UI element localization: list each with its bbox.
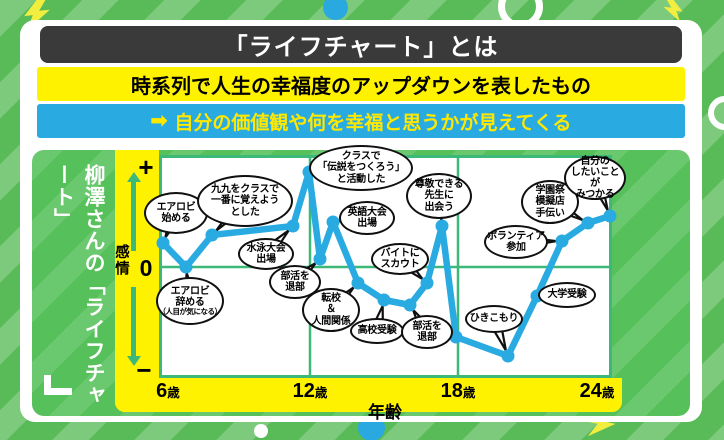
subtitle-banner: 時系列で人生の幸福度のアップダウンを表したもの — [37, 67, 685, 101]
x-tick-6: 6歳 — [156, 380, 180, 402]
x-axis-label: 年齢 — [368, 403, 402, 422]
y-axis-zero-label: 0 — [139, 255, 153, 281]
event-bubble: 自分の したいことが みつかる — [564, 156, 626, 200]
event-bubble: 高校受験 — [350, 318, 404, 344]
arrow-down-icon — [126, 287, 141, 366]
event-bubble: クラスで 「伝説をつくろう」 と活動した — [309, 145, 413, 191]
event-bubble: 英語大会 出場 — [339, 201, 395, 235]
event-bubble: 部活を 退部 — [401, 315, 453, 349]
callout-banner: ➡ 自分の価値観や何を幸福と思うかが見えてくる — [37, 104, 685, 138]
x-tick-18: 18歳 — [440, 380, 476, 402]
y-axis-strip — [115, 150, 159, 412]
x-axis-strip — [115, 378, 622, 412]
x-tick-12: 12歳 — [292, 380, 328, 402]
blue-dot-decoration — [323, 0, 348, 20]
event-bubble: 尊敬できる 先生に 出会う — [406, 173, 472, 219]
event-bubble: ボランティア 参加 — [484, 225, 548, 259]
chart-name: 「ライフチャート」 — [51, 164, 105, 406]
right-arrow-icon: ➡ — [150, 110, 168, 132]
lightning-icon — [663, 0, 683, 22]
event-bubble: バイトに スカウト — [371, 243, 429, 275]
x-tick-24: 24歳 — [579, 380, 615, 402]
plot-area: エアロビ 始める エアロビ 辞める （人目が気になる） 九九をクラスで 一番に覚えよう とした… — [144, 145, 626, 378]
y-axis-plus-label: + — [138, 152, 154, 182]
chart-panel: 柳澤さんの「ライフチャート」 + 0 − 感情 6歳 12歳 18歳 24歳 年… — [32, 145, 690, 422]
event-bubble: 大学受験 — [538, 282, 596, 308]
corner-bracket-decoration — [44, 375, 72, 395]
content-card: 「ライフチャート」とは 時系列で人生の幸福度のアップダウンを表したもの ➡ 自分… — [20, 20, 702, 422]
event-bubble: ひきこもり — [465, 305, 523, 333]
event-bubble: 学園祭 模擬店 手伝い — [521, 180, 579, 224]
chart-owner-title: 柳澤さんの「ライフチャート」 — [42, 164, 108, 414]
event-bubble: エアロビ 辞める （人目が気になる） — [156, 277, 224, 325]
circle-outline-decoration — [708, 96, 724, 130]
page-title: 「ライフチャート」とは — [40, 26, 682, 63]
event-bubble: 転校＆人間関係 — [302, 288, 360, 332]
white-dot-decoration — [254, 424, 268, 438]
event-bubble: 九九をクラスで 一番に覚えよう とした — [197, 175, 293, 227]
callout-text: 自分の価値観や何を幸福と思うかが見えてくる — [174, 112, 572, 134]
arrow-up-icon — [126, 172, 141, 251]
owner-name: 柳澤さんの — [82, 164, 105, 274]
event-bubble: 水泳大会 出場 — [238, 238, 294, 270]
y-axis-label: 感情 — [113, 244, 129, 277]
